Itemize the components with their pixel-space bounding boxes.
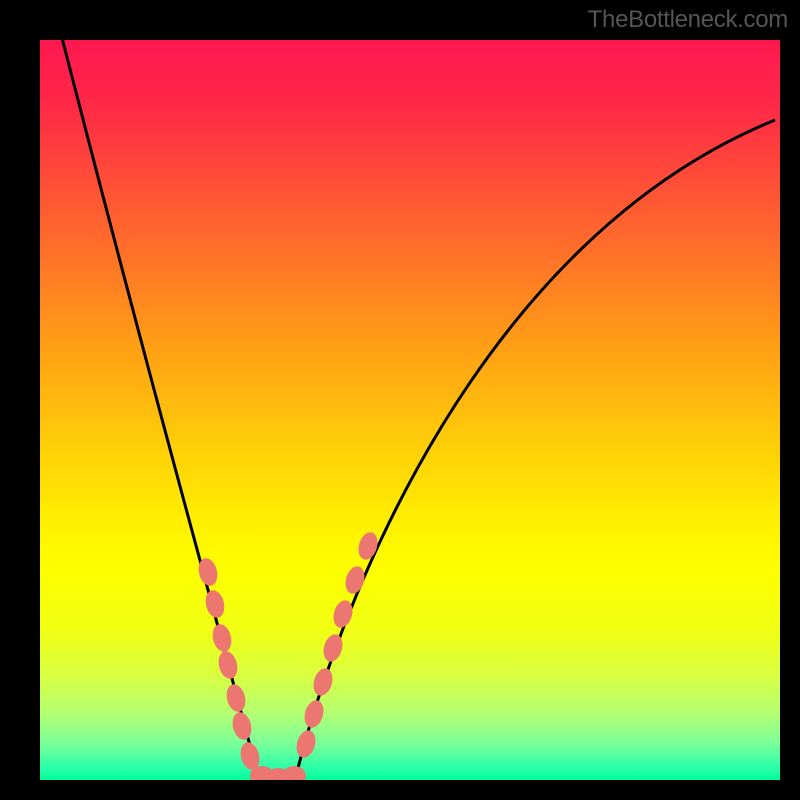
data-marker <box>310 666 335 698</box>
watermark-text: TheBottleneck.com <box>588 6 788 34</box>
data-marker <box>203 588 227 620</box>
data-marker <box>224 682 248 714</box>
right-curve <box>296 120 775 776</box>
data-markers <box>196 530 381 780</box>
data-marker <box>301 698 326 730</box>
data-marker <box>355 530 380 562</box>
data-marker <box>230 710 254 742</box>
data-marker <box>320 632 345 664</box>
curve-layer <box>40 40 780 780</box>
data-marker <box>342 564 367 596</box>
data-marker <box>282 766 306 780</box>
data-marker <box>216 649 240 681</box>
plot-area <box>40 40 780 780</box>
data-marker <box>210 622 234 654</box>
data-marker <box>293 728 318 760</box>
